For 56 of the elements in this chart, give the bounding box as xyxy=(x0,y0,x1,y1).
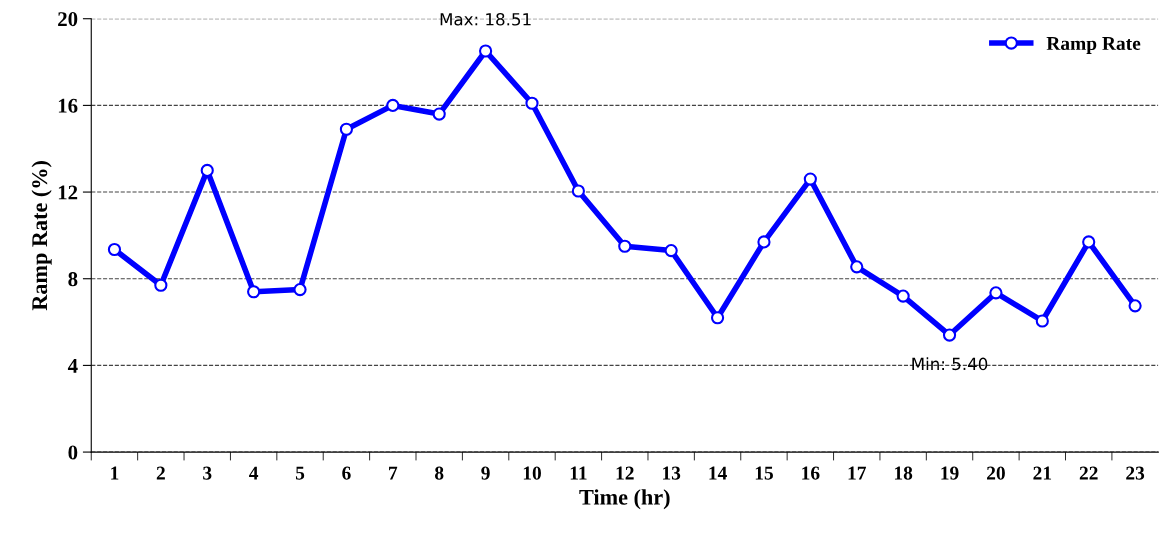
x-tick-label: 1 xyxy=(111,466,119,480)
point xyxy=(1128,299,1142,313)
x-tick-label: 10 xyxy=(523,466,541,480)
x-tick-label: 19 xyxy=(941,466,959,480)
point xyxy=(107,242,122,257)
x-tick-label: 2 xyxy=(156,466,165,480)
x-tick-label: 23 xyxy=(1126,466,1145,480)
x-tick-label: 9 xyxy=(481,466,490,480)
point xyxy=(525,96,539,110)
y-tick-label: 4 xyxy=(67,358,78,373)
x-tick-label: 7 xyxy=(389,466,398,480)
point xyxy=(757,235,771,249)
x-tick-label: 22 xyxy=(1079,466,1098,480)
y-tick-label: 20 xyxy=(58,12,78,27)
y-tick-label: 12 xyxy=(58,185,78,200)
point xyxy=(896,289,910,303)
x-tick-label: 20 xyxy=(987,466,1005,480)
x-tick-label: 13 xyxy=(663,466,681,480)
point xyxy=(247,285,261,299)
legend-label: Ramp Rate xyxy=(1046,37,1141,54)
x-tick-label: 15 xyxy=(755,466,773,480)
point xyxy=(803,172,817,186)
x-tick-label: 11 xyxy=(570,466,587,480)
point xyxy=(850,260,864,274)
point xyxy=(200,163,214,177)
x-tick-label: 6 xyxy=(342,466,351,480)
x-tick-label: 18 xyxy=(894,466,913,480)
y-tick-label: 16 xyxy=(58,98,78,113)
y-tick-label: 8 xyxy=(68,272,78,287)
x-tick-label: 5 xyxy=(295,466,305,480)
x-axis-title: Time (hr) xyxy=(579,489,670,510)
point xyxy=(664,243,678,258)
y-axis-title: Ramp Rate (%) xyxy=(31,161,52,311)
x-tick-label: 14 xyxy=(709,466,727,480)
x-tick-label: 21 xyxy=(1033,466,1052,480)
point xyxy=(386,98,400,112)
y-tick-label: 0 xyxy=(68,445,78,460)
annotation: Max: 18.51 xyxy=(440,12,531,26)
point xyxy=(1035,314,1049,328)
point xyxy=(432,107,446,121)
point xyxy=(1082,235,1096,249)
x-tick-label: 12 xyxy=(616,466,634,480)
point xyxy=(479,44,493,58)
x-tick-label: 16 xyxy=(802,466,820,480)
point xyxy=(571,184,585,198)
x-tick-label: 8 xyxy=(434,466,444,480)
x-tick-label: 3 xyxy=(203,466,212,480)
x-tick-label: 4 xyxy=(249,466,259,480)
point xyxy=(989,286,1003,300)
point xyxy=(942,328,957,342)
point xyxy=(339,122,354,136)
point xyxy=(618,239,632,253)
point xyxy=(293,282,307,297)
x-tick-label: 17 xyxy=(848,466,866,480)
point xyxy=(710,311,725,325)
point xyxy=(154,278,168,292)
